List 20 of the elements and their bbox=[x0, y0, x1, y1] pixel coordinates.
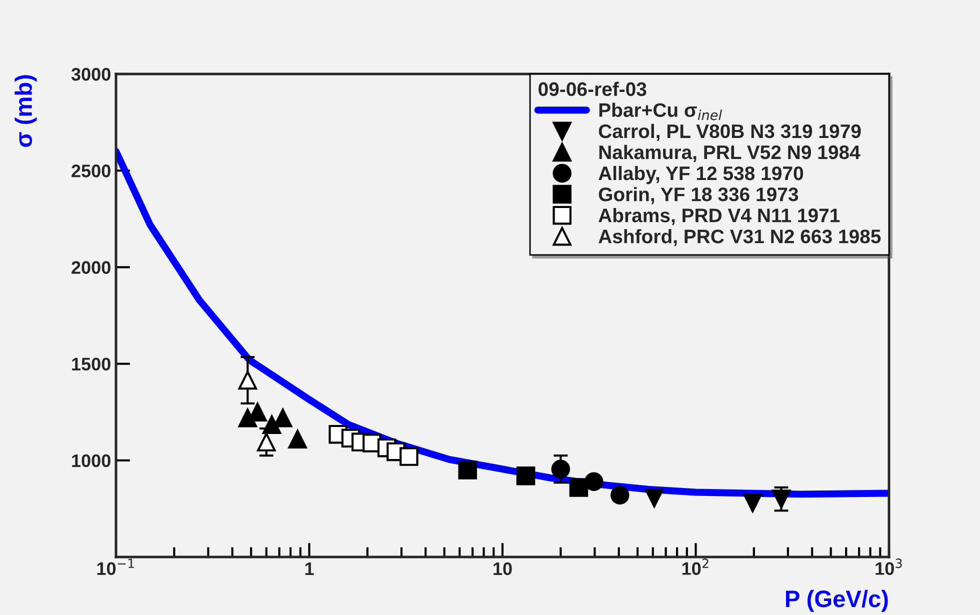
legend-label: Nakamura, PRL V52 N9 1984 bbox=[599, 144, 860, 162]
legend-label: Carrol, PL V80B N3 319 1979 bbox=[598, 124, 861, 141]
legend-label: Ashford, PRC V31 N2 663 1985 bbox=[598, 229, 881, 246]
y-tick-label: 3000 bbox=[71, 68, 110, 81]
x-tick-label: 10$^{3}$ bbox=[876, 558, 902, 575]
x-axis-title: P (GeV/c) bbox=[786, 590, 888, 612]
x-tick-label: 10$^{2}$ bbox=[682, 558, 708, 575]
y-axis-title: σ (mb) bbox=[14, 75, 37, 147]
x-tick-label: 10$^{−1}$ bbox=[97, 558, 134, 575]
legend-title: 09-06-ref-03 bbox=[538, 82, 646, 96]
legend-label: Gorin, YF 18 336 1973 bbox=[598, 186, 798, 204]
y-tick-label: 1500 bbox=[72, 358, 110, 371]
legend-label: Abrams, PRD V4 N11 1971 bbox=[598, 208, 840, 226]
x-tick-label: 10 bbox=[494, 562, 512, 576]
y-tick-label: 1000 bbox=[72, 454, 110, 468]
legend-label: Allaby, YF 12 538 1970 bbox=[598, 166, 804, 184]
x-tick-label: 1 bbox=[305, 562, 314, 575]
y-tick-label: 2000 bbox=[72, 261, 110, 274]
legend-label: Pbar+Cu σ$_{inel}$ bbox=[599, 102, 722, 120]
y-tick-label: 2500 bbox=[72, 164, 110, 178]
